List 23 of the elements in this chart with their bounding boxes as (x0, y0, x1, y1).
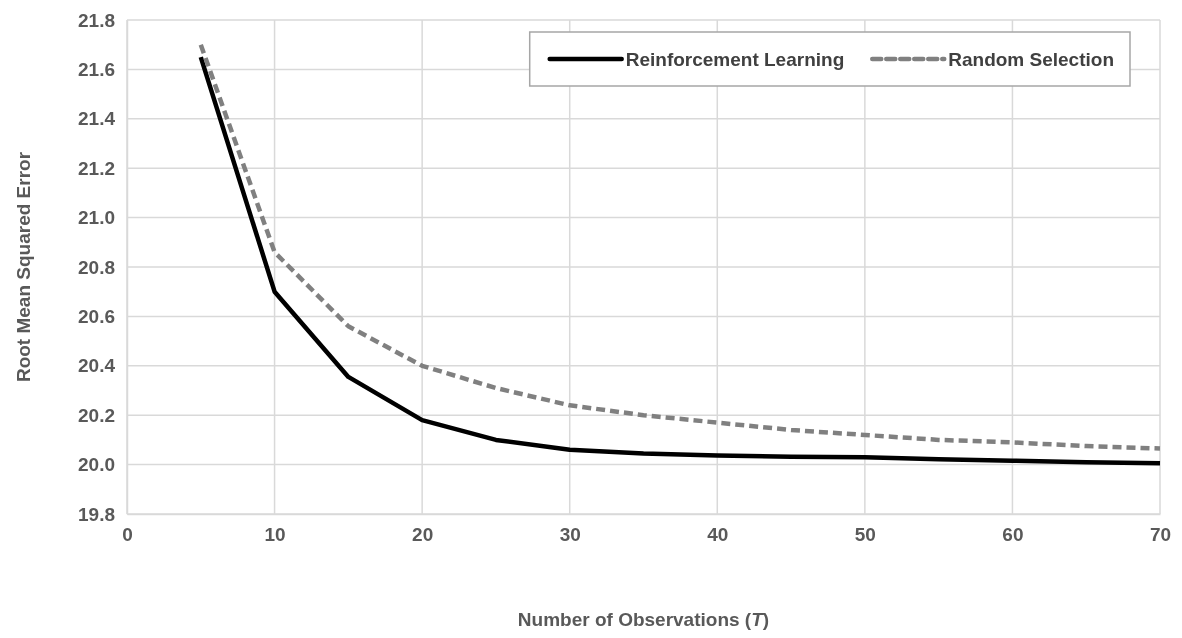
x-tick-label: 40 (707, 524, 729, 546)
y-tick-label: 20.2 (78, 404, 115, 426)
y-tick-label: 21.4 (78, 108, 116, 130)
x-axis-title: Number of Observations (T) (517, 609, 770, 630)
x-tick-label: 20 (412, 524, 434, 546)
y-tick-label: 19.8 (78, 503, 115, 525)
x-tick-label: 60 (1002, 524, 1024, 546)
y-tick-label: 21.8 (78, 9, 115, 31)
y-tick-label: 20.6 (78, 305, 115, 327)
y-tick-label: 21.2 (78, 157, 115, 179)
y-tick-label: 20.8 (78, 256, 115, 278)
x-tick-label: 0 (122, 524, 133, 546)
x-tick-label: 70 (1149, 524, 1172, 546)
y-tick-label: 21.6 (78, 58, 115, 80)
x-tick-label: 50 (854, 524, 876, 546)
x-tick-label: 30 (559, 524, 581, 546)
x-tick-label: 10 (264, 524, 286, 546)
y-axis-title: Root Mean Squared Error (13, 151, 34, 383)
legend-label: Reinforcement Learning (625, 49, 845, 70)
legend-label: Random Selection (948, 49, 1114, 70)
y-tick-label: 20.0 (78, 454, 115, 476)
y-tick-label: 20.4 (78, 355, 116, 377)
y-tick-label: 21.0 (78, 207, 115, 229)
